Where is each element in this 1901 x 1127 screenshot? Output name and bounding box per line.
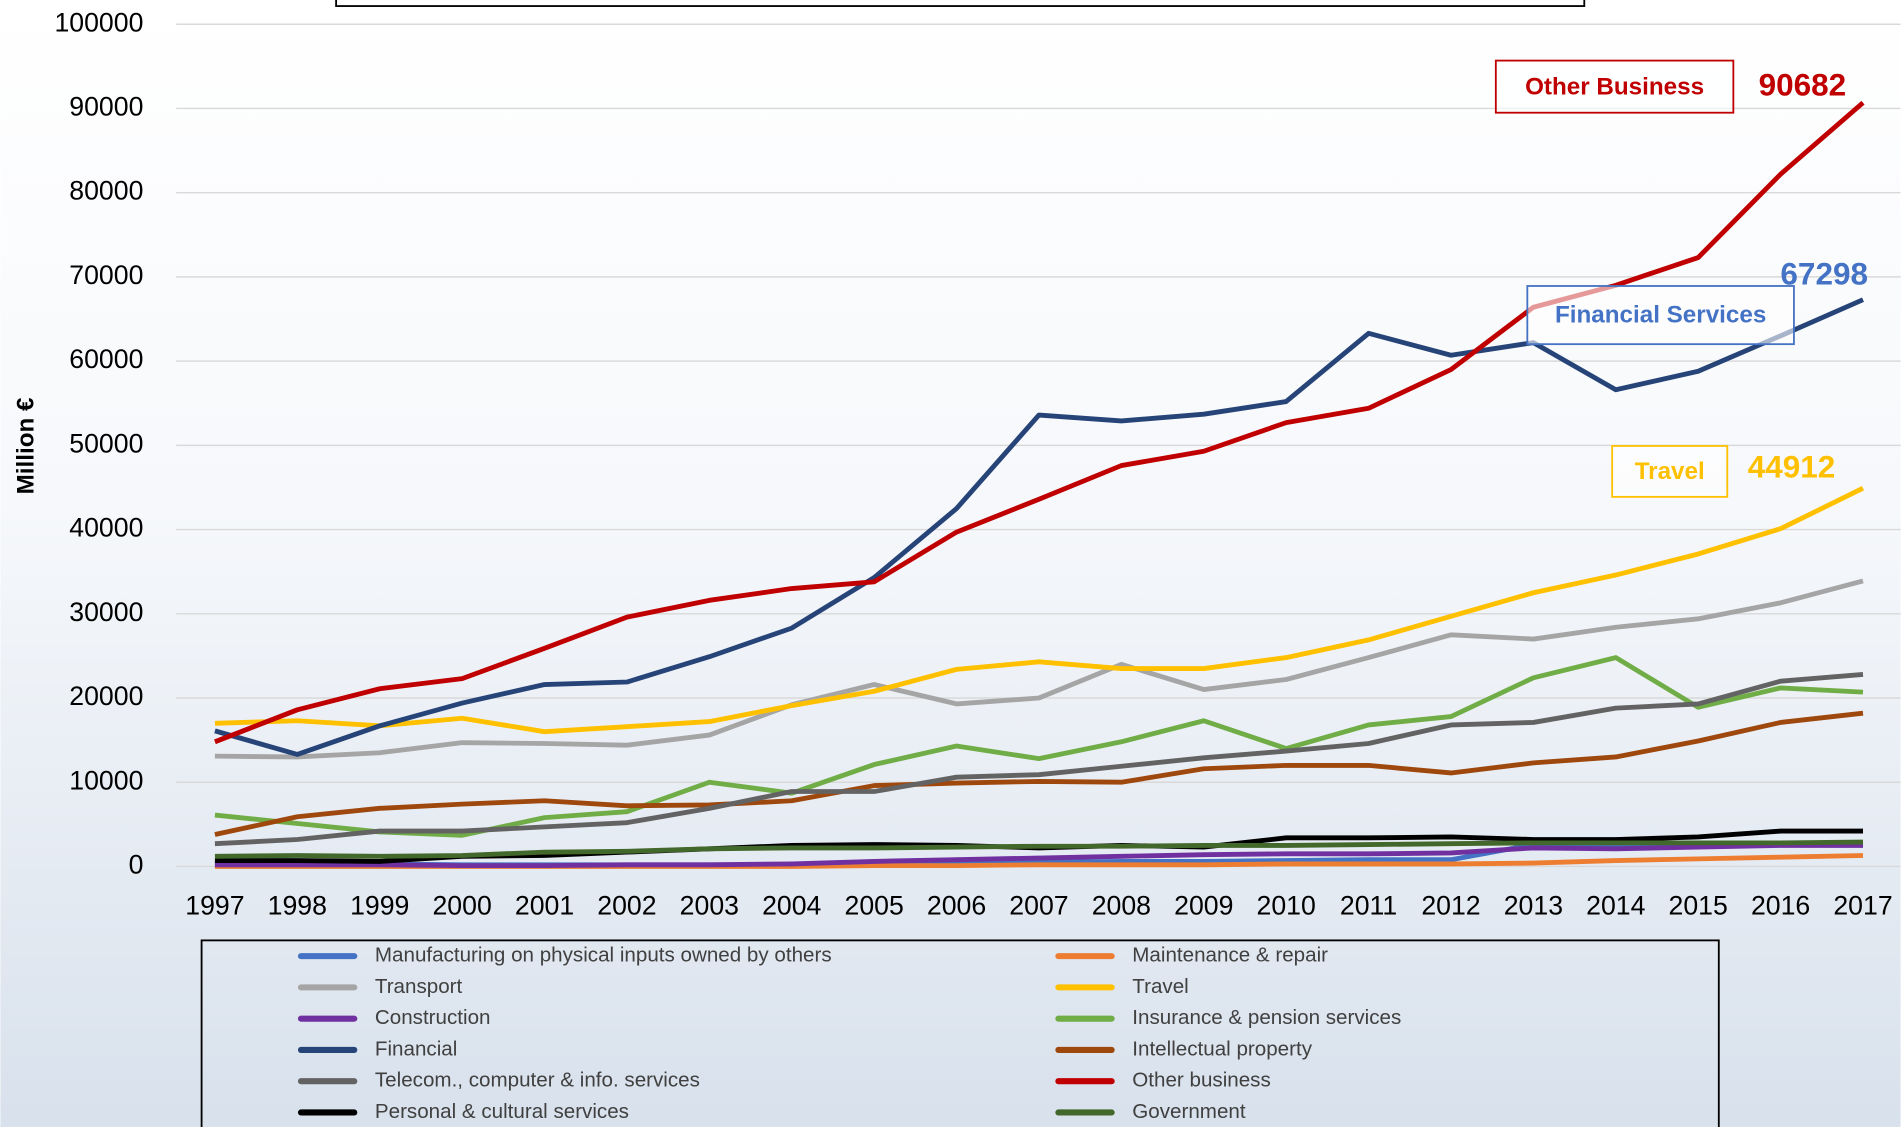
callout-label: Financial Services xyxy=(1555,302,1766,329)
x-tick-label: 2009 xyxy=(1174,891,1233,921)
x-tick-label: 1998 xyxy=(268,891,327,921)
y-tick-label: 50000 xyxy=(69,428,143,458)
x-tick-label: 2013 xyxy=(1504,891,1563,921)
x-tick-label: 2012 xyxy=(1421,891,1480,921)
legend-label: Manufacturing on physical inputs owned b… xyxy=(375,944,832,967)
x-tick-label: 2000 xyxy=(432,891,491,921)
legend-label: Transport xyxy=(375,975,463,998)
x-tick-label: 1999 xyxy=(350,891,409,921)
callout-box xyxy=(1494,59,1735,114)
y-tick-label: 100000 xyxy=(54,7,143,37)
x-tick-label: 2015 xyxy=(1669,891,1728,921)
y-axis-label: Million € xyxy=(12,397,39,494)
legend-label: Maintenance & repair xyxy=(1132,944,1328,967)
x-tick-label: 2004 xyxy=(762,891,821,921)
title-box xyxy=(335,0,1586,7)
callout-box xyxy=(1611,445,1729,498)
x-tick-label: 2006 xyxy=(927,891,986,921)
series-line xyxy=(214,672,1864,847)
legend-label: Financial xyxy=(375,1037,457,1060)
y-tick-label: 0 xyxy=(129,850,144,880)
y-tick-label: 70000 xyxy=(69,260,143,290)
legend-label: Travel xyxy=(1132,975,1188,998)
x-tick-label: 2017 xyxy=(1833,891,1892,921)
x-tick-label: 2014 xyxy=(1586,891,1645,921)
y-tick-label: 90000 xyxy=(69,92,143,122)
callout-box xyxy=(1526,285,1795,346)
series-line xyxy=(214,486,1865,735)
legend-label: Insurance & pension services xyxy=(1132,1006,1401,1029)
series-line xyxy=(214,839,1864,859)
y-tick-label: 60000 xyxy=(69,344,143,374)
callout-label: Other Business xyxy=(1525,73,1704,100)
data-label: 90682 xyxy=(1759,67,1847,103)
series-line xyxy=(214,710,1864,837)
x-tick-label: 2016 xyxy=(1751,891,1810,921)
data-label: 67298 xyxy=(1780,256,1868,292)
x-tick-label: 2011 xyxy=(1340,891,1397,921)
legend-label: Intellectual property xyxy=(1132,1037,1312,1060)
y-tick-label: 40000 xyxy=(69,513,143,543)
legend-label: Other business xyxy=(1132,1069,1271,1092)
x-tick-label: 2008 xyxy=(1092,891,1151,921)
y-tick-label: 80000 xyxy=(69,176,143,206)
y-tick-label: 30000 xyxy=(69,597,143,627)
y-tick-label: 20000 xyxy=(69,681,143,711)
series-line xyxy=(214,842,1864,869)
data-label: 44912 xyxy=(1748,448,1836,484)
x-tick-label: 2001 xyxy=(515,891,574,921)
legend-label: Construction xyxy=(375,1006,491,1029)
legend-label: Government xyxy=(1132,1100,1246,1123)
x-tick-label: 2010 xyxy=(1257,891,1316,921)
series-line xyxy=(214,297,1864,757)
legend-label: Telecom., computer & info. services xyxy=(375,1069,700,1092)
y-tick-label: 10000 xyxy=(69,765,143,795)
x-tick-label: 2007 xyxy=(1009,891,1068,921)
legend-box xyxy=(200,939,1720,1127)
series-line xyxy=(214,578,1864,760)
legend-label: Personal & cultural services xyxy=(375,1100,629,1123)
x-tick-label: 1997 xyxy=(185,891,244,921)
x-tick-label: 2002 xyxy=(597,891,656,921)
x-tick-label: 2003 xyxy=(680,891,739,921)
callout-label: Travel xyxy=(1635,458,1705,485)
x-tick-label: 2005 xyxy=(844,891,903,921)
